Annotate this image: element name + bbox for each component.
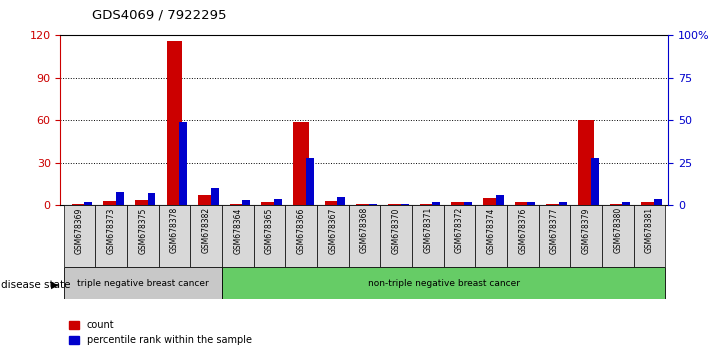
Bar: [464, 202, 472, 205]
Bar: [578, 120, 594, 205]
Bar: [356, 204, 373, 205]
Bar: [306, 158, 314, 205]
Text: GSM678376: GSM678376: [518, 207, 527, 253]
Bar: [622, 202, 631, 205]
Bar: [388, 204, 404, 205]
Text: GSM678366: GSM678366: [296, 207, 306, 253]
Bar: [515, 202, 530, 205]
FancyBboxPatch shape: [254, 205, 285, 267]
Text: GSM678371: GSM678371: [423, 207, 432, 253]
FancyBboxPatch shape: [127, 205, 159, 267]
FancyBboxPatch shape: [538, 205, 570, 267]
Text: GSM678375: GSM678375: [138, 207, 147, 253]
Text: GSM678365: GSM678365: [265, 207, 274, 253]
Bar: [63, 267, 222, 299]
Bar: [274, 199, 282, 205]
Text: GSM678364: GSM678364: [233, 207, 242, 253]
FancyBboxPatch shape: [507, 205, 538, 267]
Bar: [211, 188, 219, 205]
Text: GSM678373: GSM678373: [107, 207, 116, 253]
FancyBboxPatch shape: [380, 205, 412, 267]
FancyBboxPatch shape: [191, 205, 222, 267]
Bar: [84, 202, 92, 205]
Text: ▶: ▶: [51, 280, 59, 290]
Bar: [198, 195, 214, 205]
Bar: [483, 198, 499, 205]
FancyBboxPatch shape: [222, 205, 254, 267]
Text: GSM678369: GSM678369: [75, 207, 84, 253]
Text: non-triple negative breast cancer: non-triple negative breast cancer: [368, 279, 520, 288]
Text: GSM678367: GSM678367: [328, 207, 337, 253]
FancyBboxPatch shape: [159, 205, 191, 267]
FancyBboxPatch shape: [570, 205, 602, 267]
Text: disease state: disease state: [1, 280, 71, 290]
Bar: [325, 201, 341, 205]
Bar: [641, 202, 657, 205]
FancyBboxPatch shape: [63, 205, 95, 267]
Bar: [369, 204, 377, 205]
Text: GDS4069 / 7922295: GDS4069 / 7922295: [92, 9, 227, 22]
Text: GSM678368: GSM678368: [360, 207, 369, 253]
Bar: [230, 204, 246, 205]
Bar: [179, 122, 187, 205]
Text: triple negative breast cancer: triple negative breast cancer: [77, 279, 208, 288]
Text: GSM678380: GSM678380: [613, 207, 622, 253]
Bar: [419, 204, 436, 205]
Bar: [262, 202, 277, 205]
Bar: [166, 41, 182, 205]
FancyBboxPatch shape: [95, 205, 127, 267]
Text: GSM678378: GSM678378: [170, 207, 179, 253]
FancyBboxPatch shape: [348, 205, 380, 267]
Bar: [338, 197, 346, 205]
Text: GSM678372: GSM678372: [455, 207, 464, 253]
Legend: count, percentile rank within the sample: count, percentile rank within the sample: [65, 316, 255, 349]
FancyBboxPatch shape: [634, 205, 665, 267]
Bar: [432, 202, 440, 205]
Bar: [72, 204, 87, 205]
Bar: [103, 201, 119, 205]
Bar: [528, 202, 535, 205]
FancyBboxPatch shape: [412, 205, 444, 267]
FancyBboxPatch shape: [317, 205, 348, 267]
Bar: [116, 192, 124, 205]
Text: GSM678382: GSM678382: [202, 207, 210, 253]
FancyBboxPatch shape: [475, 205, 507, 267]
Bar: [610, 204, 626, 205]
Text: GSM678374: GSM678374: [486, 207, 496, 253]
Text: GSM678379: GSM678379: [582, 207, 591, 253]
Text: GSM678377: GSM678377: [550, 207, 559, 253]
Bar: [654, 199, 662, 205]
Bar: [451, 202, 467, 205]
Bar: [135, 200, 151, 205]
Bar: [147, 193, 156, 205]
Bar: [559, 202, 567, 205]
Bar: [222, 267, 665, 299]
Bar: [591, 158, 599, 205]
FancyBboxPatch shape: [602, 205, 634, 267]
FancyBboxPatch shape: [285, 205, 317, 267]
Bar: [293, 122, 309, 205]
Bar: [496, 195, 503, 205]
FancyBboxPatch shape: [444, 205, 475, 267]
Text: GSM678370: GSM678370: [392, 207, 400, 253]
Bar: [547, 204, 562, 205]
Text: GSM678381: GSM678381: [645, 207, 654, 253]
Bar: [401, 204, 409, 205]
Bar: [242, 200, 250, 205]
